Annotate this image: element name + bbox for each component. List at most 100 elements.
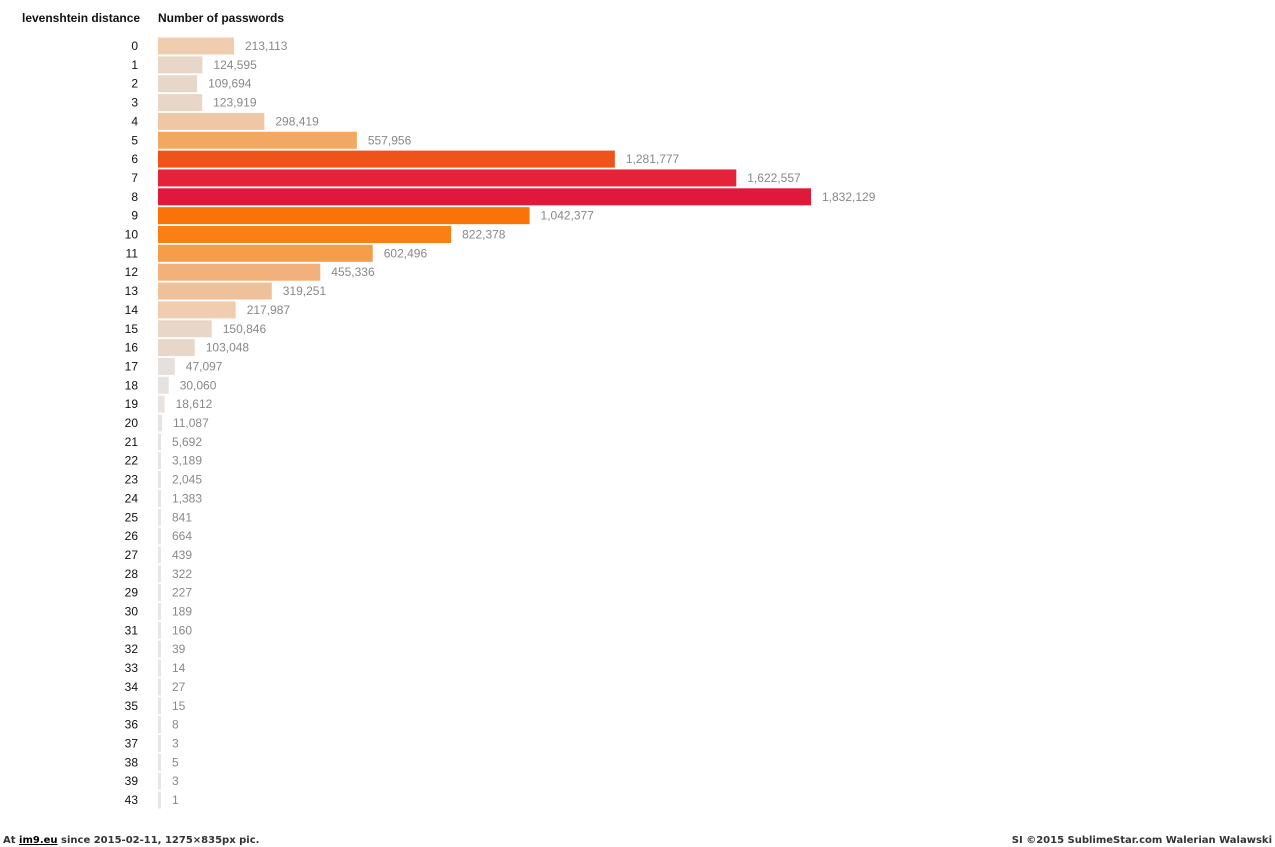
bar xyxy=(158,169,737,187)
bar xyxy=(158,75,198,93)
bar xyxy=(158,263,321,281)
bar xyxy=(158,150,615,168)
value-label: 109,694 xyxy=(208,77,252,91)
value-label: 841 xyxy=(172,510,192,524)
value-label: 213,113 xyxy=(245,39,288,53)
bar xyxy=(158,56,203,74)
category-label: 18 xyxy=(125,378,139,392)
footer-suffix: since 2015-02-11, 1275×835px pic. xyxy=(61,835,260,846)
bar xyxy=(158,452,161,470)
category-label: 25 xyxy=(125,510,139,524)
category-label: 26 xyxy=(125,529,139,543)
bar xyxy=(158,320,212,338)
footer-source: At im9.eu since 2015-02-11, 1275×835px p… xyxy=(3,835,259,846)
category-label: 38 xyxy=(125,755,139,769)
bar xyxy=(158,603,161,620)
bar xyxy=(158,37,234,55)
bar xyxy=(158,772,161,790)
value-label: 189 xyxy=(172,605,192,619)
value-label: 8 xyxy=(172,718,179,732)
value-label: 2,045 xyxy=(172,473,202,487)
bar xyxy=(158,94,203,112)
category-label: 31 xyxy=(125,623,139,637)
category-label: 32 xyxy=(125,642,139,656)
bar xyxy=(158,471,161,489)
value-label: 39 xyxy=(172,642,186,656)
category-label: 33 xyxy=(125,661,139,675)
value-label: 602,496 xyxy=(384,246,428,260)
category-label: 35 xyxy=(125,699,139,713)
value-label: 18,612 xyxy=(176,397,213,411)
bar xyxy=(158,734,161,752)
bar xyxy=(158,282,272,300)
bar xyxy=(158,188,811,206)
value-label: 319,251 xyxy=(283,284,327,298)
category-label: 17 xyxy=(125,359,139,373)
category-label: 4 xyxy=(131,114,138,128)
category-label: 28 xyxy=(125,567,139,581)
category-label: 0 xyxy=(131,39,138,53)
bar xyxy=(158,244,373,262)
bar xyxy=(158,546,161,564)
value-label: 3 xyxy=(172,736,179,750)
value-label: 3,189 xyxy=(172,454,202,468)
value-label: 1,042,377 xyxy=(541,209,595,223)
category-label: 39 xyxy=(125,774,139,788)
bar xyxy=(158,112,265,130)
category-label: 36 xyxy=(125,718,139,732)
category-label: 34 xyxy=(125,680,139,694)
bar xyxy=(158,565,161,583)
category-label: 3 xyxy=(131,96,138,110)
value-label: 124,595 xyxy=(213,58,257,72)
category-label: 21 xyxy=(125,435,139,449)
category-label: 9 xyxy=(131,209,138,223)
value-axis-header: Number of passwords xyxy=(158,11,285,25)
bar xyxy=(158,433,161,451)
value-label: 11,087 xyxy=(173,416,209,430)
category-label: 29 xyxy=(125,586,139,600)
category-label: 19 xyxy=(125,397,139,411)
bar xyxy=(158,584,161,602)
value-label: 47,097 xyxy=(186,359,223,373)
value-label: 5 xyxy=(172,755,179,769)
bar xyxy=(158,414,162,432)
bar xyxy=(158,131,357,149)
value-label: 217,987 xyxy=(247,303,291,317)
footer-site-link[interactable]: im9.eu xyxy=(19,835,58,846)
chart: levenshtein distance Number of passwords… xyxy=(22,11,876,809)
value-label: 123,919 xyxy=(213,96,257,110)
footer-prefix: At xyxy=(3,835,16,846)
category-label: 27 xyxy=(125,548,139,562)
value-label: 822,378 xyxy=(462,228,506,242)
bar xyxy=(158,489,161,507)
value-label: 14 xyxy=(172,661,186,675)
bar xyxy=(158,207,530,225)
value-label: 1,281,777 xyxy=(626,152,680,166)
category-label: 11 xyxy=(126,246,139,260)
category-axis-header: levenshtein distance xyxy=(22,11,141,25)
category-label: 43 xyxy=(125,793,139,807)
category-label: 6 xyxy=(131,152,138,166)
category-label: 5 xyxy=(131,133,138,147)
bar xyxy=(158,527,161,545)
value-label: 103,048 xyxy=(206,341,250,355)
value-label: 150,846 xyxy=(223,322,267,336)
category-label: 22 xyxy=(125,454,139,468)
bar xyxy=(158,716,161,734)
footer-credit: SI ©2015 SublimeStar.com Walerian Walaws… xyxy=(1011,835,1272,846)
value-label: 298,419 xyxy=(275,114,319,128)
value-label: 664 xyxy=(172,529,192,543)
value-label: 1,383 xyxy=(172,491,202,505)
bar xyxy=(158,697,161,715)
value-label: 3 xyxy=(172,774,179,788)
category-label: 37 xyxy=(125,736,139,750)
category-label: 13 xyxy=(125,284,139,298)
bar xyxy=(158,508,161,526)
category-label: 10 xyxy=(125,228,139,242)
value-label: 322 xyxy=(172,567,192,581)
bar xyxy=(158,395,165,413)
value-label: 160 xyxy=(172,623,192,637)
category-label: 2 xyxy=(131,77,138,91)
value-label: 227 xyxy=(172,586,192,600)
category-label: 15 xyxy=(125,322,139,336)
